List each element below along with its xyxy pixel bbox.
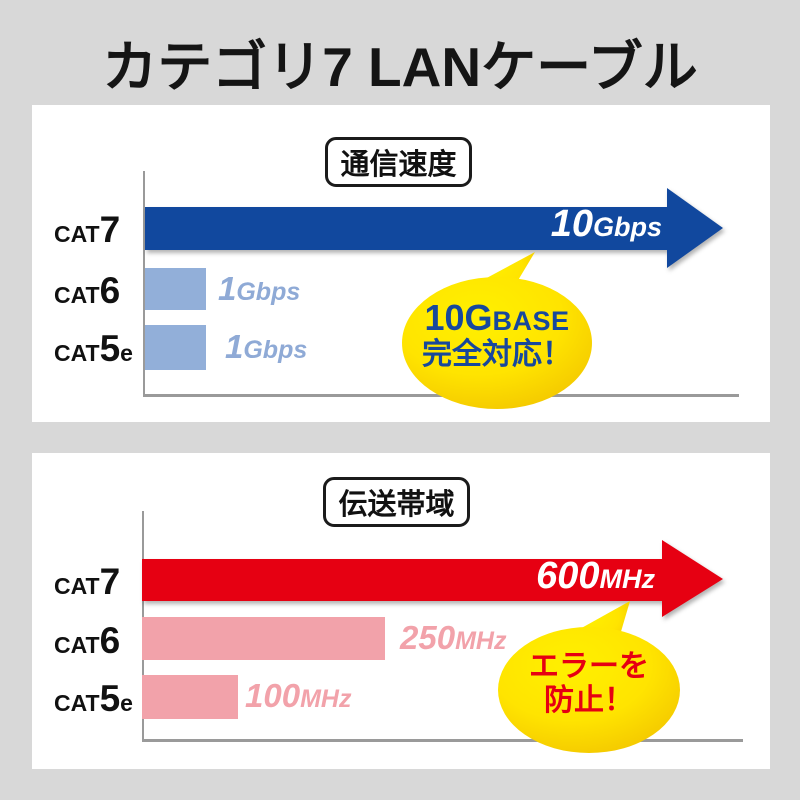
cat-number: 7 [99, 209, 121, 250]
cat-number: 6 [99, 620, 121, 661]
cat7-speed-arrow [145, 188, 723, 268]
value-number: 10 [550, 203, 593, 245]
cat5e-speed-value: 1Gbps [225, 328, 307, 366]
value-number: 1 [225, 328, 244, 365]
speed-callout-text: 10GBASE 完全対応！ [402, 297, 592, 372]
value-unit: MHz [300, 685, 352, 713]
callout-line1-big: 10G [424, 297, 493, 338]
speed-label-cat5e: CAT 5 e [54, 330, 133, 367]
callout-line1: エラーを [529, 650, 649, 683]
cat-number: 7 [99, 561, 121, 602]
callout-line2: 完全対応！ [422, 338, 572, 372]
bandwidth-label-cat5e: CAT 5 e [54, 680, 133, 717]
cat-prefix: CAT [54, 632, 100, 658]
cat5e-bandwidth-bar [142, 675, 238, 719]
cat-suffix: e [120, 340, 133, 366]
cat-prefix: CAT [54, 282, 100, 308]
cat7-bandwidth-value: 600MHz [487, 555, 655, 598]
value-number: 250 [400, 619, 456, 656]
value-unit: MHz [455, 627, 507, 655]
speed-callout-bubble [402, 252, 592, 409]
bandwidth-callout-bubble [498, 601, 680, 753]
speed-chart-panel: 通信速度 CAT 7 CAT 6 CAT 5 e 10Gbps 1Gbps 1Gbps [32, 105, 770, 422]
value-unit: MHz [599, 564, 656, 594]
cat6-bandwidth-value: 250MHz [400, 619, 506, 657]
cat6-bandwidth-bar [142, 617, 385, 660]
value-number: 1 [218, 270, 237, 307]
bandwidth-callout-text: エラーを 防止！ [494, 650, 684, 717]
bandwidth-chart-title-box: 伝送帯域 [323, 477, 470, 527]
cat5e-speed-bar [145, 325, 206, 370]
cat6-speed-value: 1Gbps [218, 270, 300, 308]
callout-line2: 防止！ [544, 683, 634, 717]
page-title: カテゴリ7 LANケーブル [102, 36, 698, 98]
bandwidth-chart-title: 伝送帯域 [338, 489, 455, 521]
cat-prefix: CAT [54, 340, 100, 366]
speed-y-axis [143, 171, 145, 396]
cat-prefix: CAT [54, 221, 100, 247]
speed-chart-title: 通信速度 [340, 149, 457, 181]
callout-line1-small: BASE [492, 306, 570, 336]
cat-prefix: CAT [54, 690, 100, 716]
cat7-bandwidth-arrow [142, 540, 723, 617]
speed-label-cat7: CAT 7 [54, 211, 120, 248]
value-number: 100 [245, 677, 301, 714]
cat6-speed-bar [145, 268, 206, 310]
bandwidth-x-axis [142, 739, 743, 742]
cat-number: 6 [99, 270, 121, 311]
bandwidth-label-cat7: CAT 7 [54, 563, 120, 600]
speed-label-cat6: CAT 6 [54, 272, 120, 309]
value-unit: Gbps [592, 212, 662, 242]
value-unit: Gbps [243, 336, 308, 364]
value-number: 600 [536, 555, 600, 597]
cat-number: 5 [99, 678, 121, 719]
speed-chart-title-box: 通信速度 [325, 137, 472, 187]
bandwidth-chart-panel: 伝送帯域 CAT 7 CAT 6 CAT 5 e 600MHz 250MHz 100MH… [32, 453, 770, 769]
cat-prefix: CAT [54, 573, 100, 599]
cat-suffix: e [120, 690, 133, 716]
bandwidth-label-cat6: CAT 6 [54, 622, 120, 659]
cat7-speed-value: 10Gbps [502, 203, 662, 246]
cat5e-bandwidth-value: 100MHz [245, 677, 351, 715]
value-unit: Gbps [236, 278, 301, 306]
cat-number: 5 [99, 328, 121, 369]
